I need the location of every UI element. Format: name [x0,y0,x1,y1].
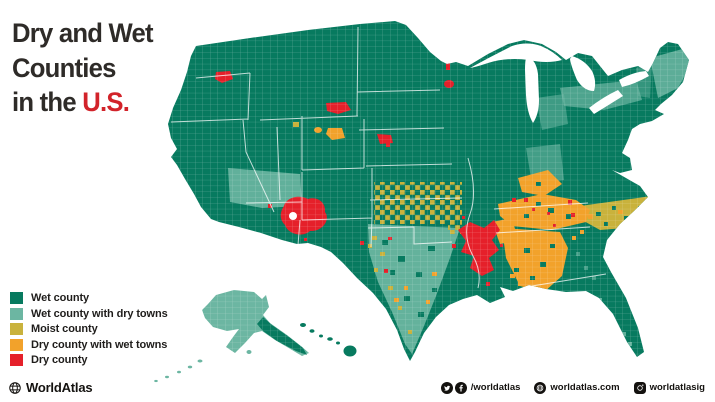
legend: Wet county Wet county with dry towns Moi… [10,292,168,366]
legend-item-moist: Moist county [10,323,168,335]
legend-label: Wet county with dry towns [31,307,168,320]
wet-county-swatch [10,292,23,304]
twitter-icon [440,381,453,394]
title-line-2: Counties [12,52,116,83]
legend-item-dry: Dry county [10,354,168,366]
wet-county-dry-towns-swatch [10,307,23,320]
social-links: /worldatlas worldatlas.com [440,381,705,394]
legend-label: Wet county [31,292,90,304]
social-worldatlas-handle[interactable]: /worldatlas [440,381,521,394]
footer: WorldAtlas /worldatlas [8,380,705,395]
aleutian-islands [154,350,252,383]
title-line-3: in the U.S. [12,87,130,118]
brand-name: WorldAtlas [26,380,93,395]
social-instagram-handle[interactable]: worldatlasig [633,381,705,394]
legend-label: Dry county [31,354,88,366]
legend-label: Dry county with wet towns [31,338,168,351]
globe-icon [534,381,547,394]
dry-county-swatch [10,354,23,366]
social-website[interactable]: worldatlas.com [534,381,620,394]
social-handle-text: /worldatlas [470,382,521,393]
page-title: Dry and Wet Counties in the U.S. [12,16,154,120]
legend-label: Moist county [31,323,98,335]
title-line-1: Dry and Wet [12,18,154,48]
dry-county-wet-towns-swatch [10,338,23,351]
hawaii [300,323,357,357]
moist-county-swatch [10,323,23,335]
great-lakes [470,43,649,123]
social-handle-text: worldatlas.com [550,382,620,393]
title-highlight-us: U.S. [82,87,130,118]
worldatlas-brand: WorldAtlas [8,380,93,395]
legend-item-wetdry: Wet county with dry towns [10,307,168,320]
legend-item-drywet: Dry county with wet towns [10,338,168,351]
globe-grid-icon [9,381,21,394]
state-borders [170,26,607,289]
instagram-icon [633,381,646,394]
facebook-icon [454,381,467,394]
legend-item-wet: Wet county [10,292,168,304]
social-handle-text: worldatlasig [649,382,705,393]
alaska [154,290,309,383]
